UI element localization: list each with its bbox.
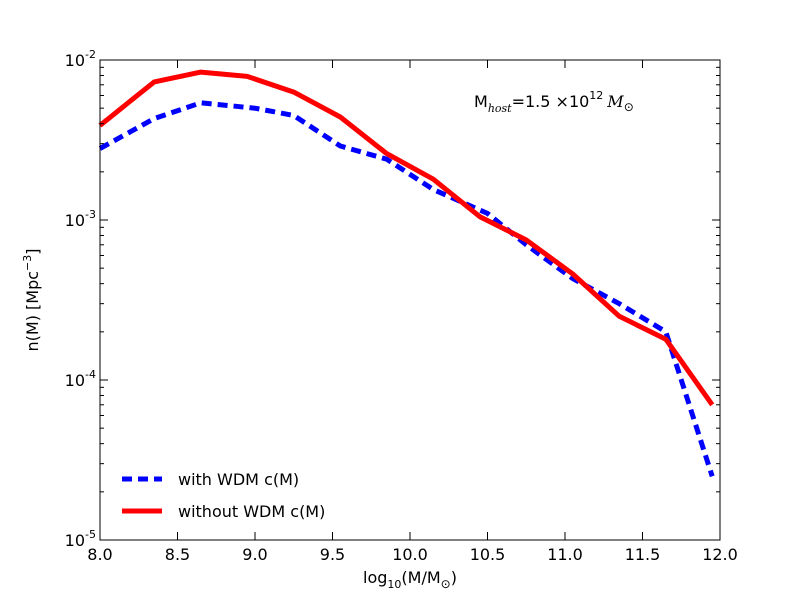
legend-label-with-wdm: with WDM c(M) xyxy=(178,470,299,489)
x-tick-label: 10.0 xyxy=(392,545,428,564)
ticks-layer: 8.0 8.5 9.0 9.5 10.0 10.5 11.0 11.5 12.0 10-2 10-3… xyxy=(65,48,738,564)
x-tick-label: 11.5 xyxy=(625,545,661,564)
x-tick-label: 8.0 xyxy=(87,545,112,564)
y-tick-label: 10-5 xyxy=(65,528,96,550)
x-tick-label: 10.5 xyxy=(470,545,506,564)
x-tick-label: 12.0 xyxy=(702,545,738,564)
x-axis-label: log10(M/M⊙) xyxy=(363,568,457,591)
x-tick-label: 9.0 xyxy=(242,545,267,564)
legend-label-without-wdm: without WDM c(M) xyxy=(178,502,325,521)
y-tick-label: 10-4 xyxy=(65,368,96,390)
y-tick-label: 10-3 xyxy=(65,208,96,230)
legend: with WDM c(M) without WDM c(M) xyxy=(122,470,325,521)
host-mass-annotation: Mhost=1.5 ×1012 M⊙ xyxy=(474,89,634,115)
plot-frame xyxy=(99,59,721,541)
series-line-1 xyxy=(98,69,715,407)
y-tick-label: 10-2 xyxy=(65,48,96,70)
y-axis-label: n(M) [Mpc−3] xyxy=(21,249,42,352)
series-layer xyxy=(98,69,715,478)
x-tick-label: 9.5 xyxy=(320,545,345,564)
x-tick-label: 11.0 xyxy=(547,545,583,564)
series-line-0 xyxy=(98,100,715,478)
x-tick-label: 8.5 xyxy=(165,545,190,564)
